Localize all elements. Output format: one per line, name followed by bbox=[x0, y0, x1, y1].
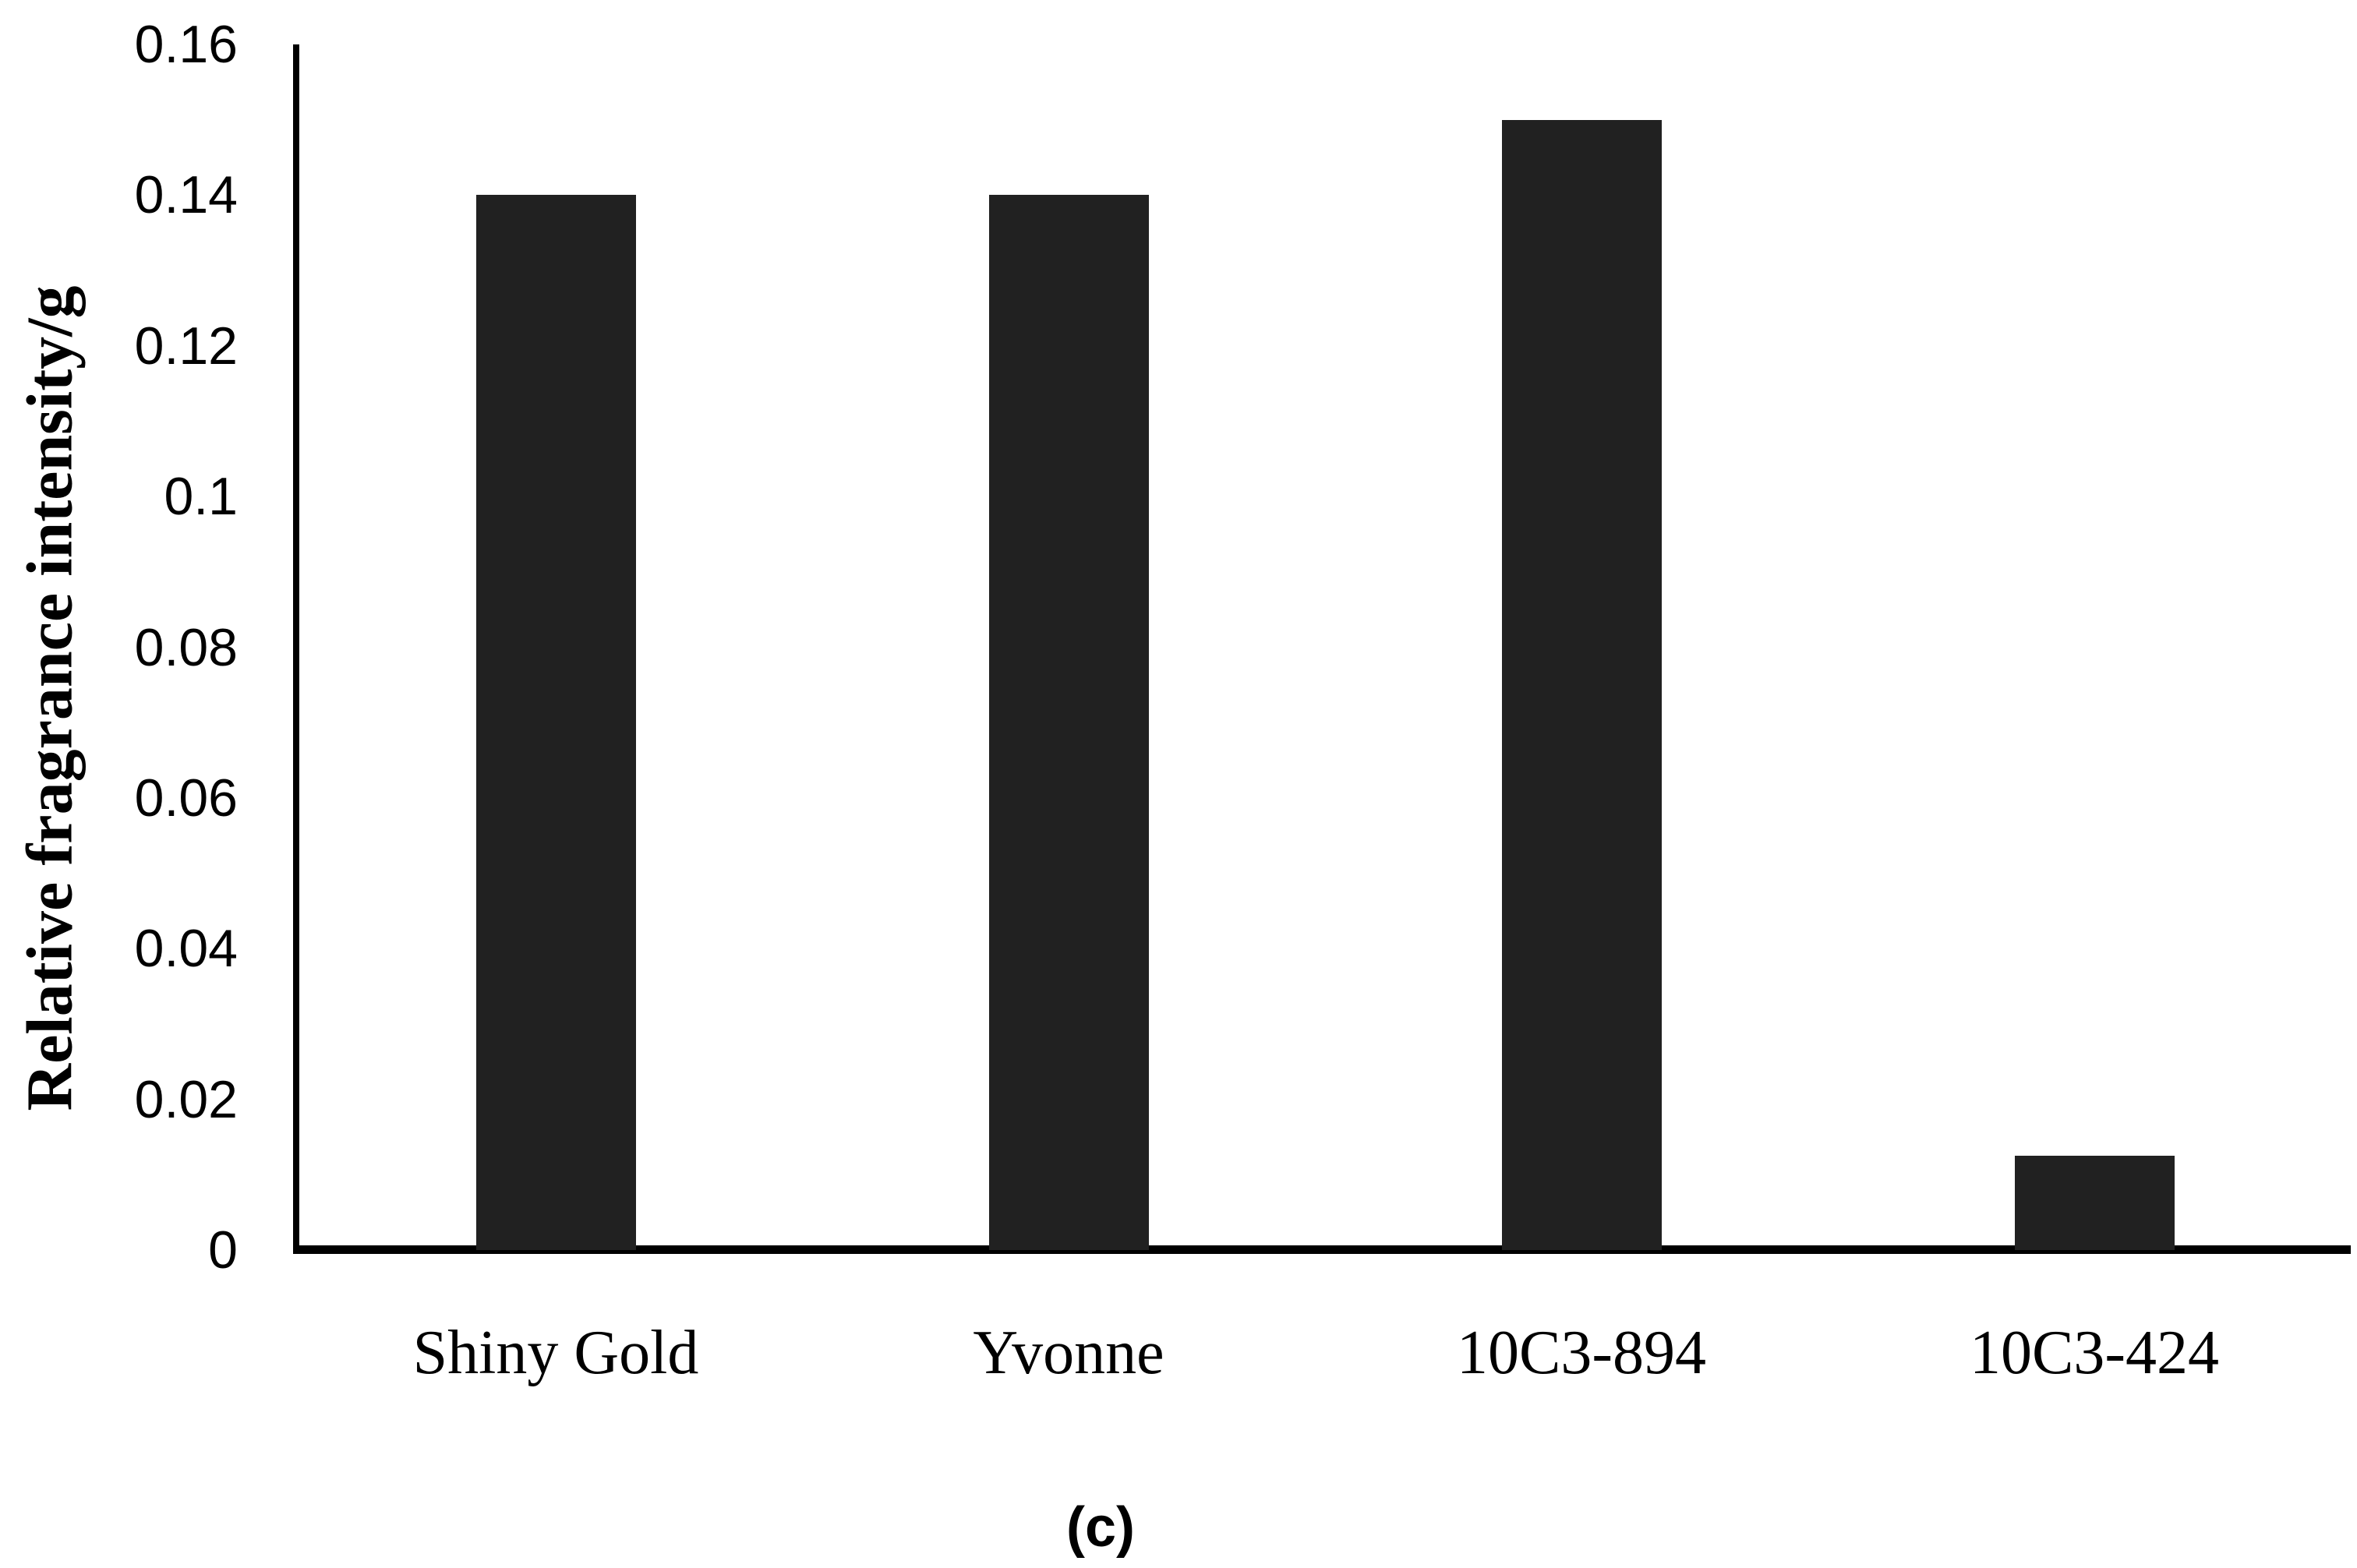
y-tick-label: 0 bbox=[208, 1220, 238, 1280]
y-axis-line bbox=[293, 44, 299, 1254]
y-tick-label: 0.1 bbox=[164, 467, 238, 527]
figure-caption: (c) bbox=[1066, 1496, 1135, 1559]
bar-shiny-gold bbox=[476, 195, 636, 1250]
bar-yvonne bbox=[989, 195, 1149, 1250]
x-axis-line bbox=[293, 1245, 2351, 1254]
y-tick-label: 0.16 bbox=[134, 15, 238, 74]
x-category-label: 10C3-894 bbox=[1457, 1319, 1706, 1387]
y-axis-title: Relative fragrance intensity/g bbox=[13, 285, 87, 1111]
bar-10c3-894 bbox=[1502, 120, 1662, 1250]
y-tick-label: 0.06 bbox=[134, 768, 238, 828]
y-tick-label: 0.02 bbox=[134, 1069, 238, 1129]
y-tick-label: 0.08 bbox=[134, 617, 238, 677]
y-tick-label: 0.12 bbox=[134, 316, 238, 376]
y-tick-label: 0.04 bbox=[134, 919, 238, 979]
bar-10c3-424 bbox=[2015, 1156, 2175, 1250]
x-category-label: Yvonne bbox=[973, 1319, 1164, 1387]
y-tick-label: 0.14 bbox=[134, 165, 238, 225]
x-category-label: Shiny Gold bbox=[412, 1319, 699, 1387]
x-category-label: 10C3-424 bbox=[1970, 1319, 2219, 1387]
